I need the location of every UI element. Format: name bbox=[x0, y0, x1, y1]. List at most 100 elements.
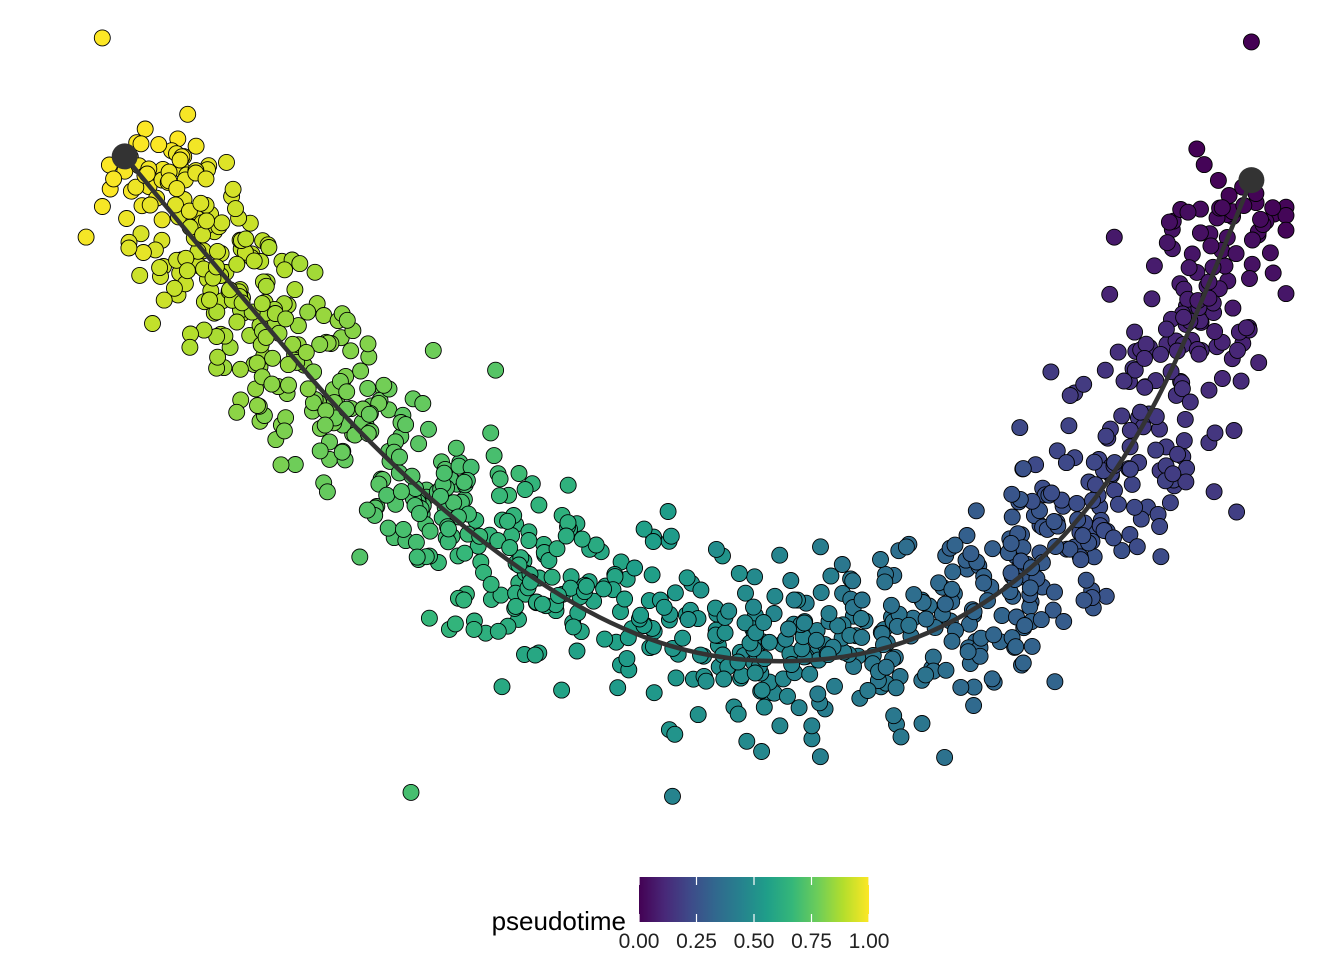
scatter-point bbox=[1224, 299, 1242, 317]
scatter-point bbox=[1143, 290, 1161, 308]
scatter-point bbox=[456, 544, 474, 562]
colorbar-tick-label: 0.75 bbox=[791, 930, 832, 953]
scatter-point bbox=[746, 568, 764, 586]
scatter-point bbox=[272, 456, 290, 474]
scatter-point bbox=[985, 626, 1003, 644]
scatter-point bbox=[316, 416, 334, 434]
scatter-point bbox=[666, 584, 684, 602]
scatter-point bbox=[736, 614, 754, 632]
scatter-point bbox=[626, 559, 644, 577]
scatter-point bbox=[1007, 638, 1025, 656]
scatter-point bbox=[760, 633, 778, 651]
scatter-point bbox=[1113, 407, 1131, 425]
scatter-point bbox=[1137, 335, 1155, 353]
scatter-point bbox=[692, 581, 710, 599]
scatter-point bbox=[1032, 611, 1050, 629]
scatter-point bbox=[286, 281, 304, 299]
scatter-point bbox=[882, 596, 900, 614]
scatter-point bbox=[360, 405, 378, 423]
scatter-point bbox=[1046, 583, 1063, 601]
scatter-point bbox=[127, 178, 145, 196]
scatter-point bbox=[965, 697, 983, 714]
scatter-point bbox=[1136, 349, 1153, 367]
scatter-point bbox=[414, 395, 432, 412]
scatter-point bbox=[812, 538, 829, 556]
scatter-point bbox=[1202, 237, 1220, 255]
scatter-point bbox=[493, 678, 511, 696]
scatter-point bbox=[155, 291, 173, 309]
scatter-point bbox=[378, 486, 396, 504]
scatter-point bbox=[351, 548, 369, 566]
scatter-point bbox=[1213, 199, 1231, 217]
scatter-point bbox=[715, 670, 733, 688]
scatter-point bbox=[1180, 259, 1198, 277]
scatter-point bbox=[1126, 361, 1144, 379]
scatter-point bbox=[803, 717, 821, 735]
scatter-point bbox=[228, 403, 246, 421]
scatter-point bbox=[171, 151, 189, 169]
scatter-point bbox=[317, 402, 335, 420]
scatter-point bbox=[1169, 445, 1187, 463]
scatter-point bbox=[311, 442, 329, 460]
scatter-point bbox=[1179, 203, 1197, 221]
scatter-point bbox=[1121, 460, 1139, 478]
scatter-point bbox=[93, 29, 111, 47]
scatter-point bbox=[1209, 171, 1227, 189]
scatter-point bbox=[936, 748, 954, 766]
scatter-point bbox=[394, 520, 412, 538]
scatter-point bbox=[1232, 372, 1250, 390]
scatter-point bbox=[201, 291, 218, 309]
scatter-point bbox=[253, 295, 271, 313]
colorbar-tick-labels: 0.00 0.25 0.50 0.75 1.00 bbox=[619, 930, 890, 953]
scatter-point bbox=[753, 743, 771, 760]
scatter-point bbox=[984, 540, 1002, 558]
scatter-point bbox=[1237, 319, 1255, 337]
scatter-point bbox=[1205, 483, 1223, 501]
scatter-point bbox=[548, 540, 566, 558]
scatter-point bbox=[379, 519, 397, 537]
scatter-point bbox=[730, 565, 748, 582]
scatter-point bbox=[959, 643, 977, 661]
scatter-point bbox=[1250, 354, 1268, 372]
scatter-point bbox=[1277, 221, 1295, 239]
scatter-point bbox=[573, 530, 591, 548]
scatter-point bbox=[277, 310, 295, 328]
scatter-point bbox=[829, 617, 847, 635]
scatter-point bbox=[516, 481, 534, 498]
scatter-point bbox=[1188, 140, 1206, 158]
scatter-point bbox=[1074, 527, 1092, 545]
scatter-point bbox=[1157, 320, 1175, 338]
scatter-point bbox=[655, 598, 673, 616]
scatter-point bbox=[141, 196, 159, 214]
scatter-point bbox=[1175, 432, 1193, 450]
scatter-point bbox=[1147, 441, 1165, 459]
scatter-point bbox=[1068, 494, 1086, 512]
scatter-point bbox=[557, 527, 575, 545]
scatter-point bbox=[1002, 534, 1020, 552]
scatter-point bbox=[1176, 410, 1194, 428]
scatter-point bbox=[1097, 587, 1115, 605]
scatter-point bbox=[913, 715, 931, 732]
scatter-point bbox=[1021, 579, 1039, 597]
scatter-point bbox=[131, 266, 149, 284]
scatter-point bbox=[876, 573, 894, 591]
scatter-point bbox=[491, 470, 509, 488]
colorbar-tick-label: 1.00 bbox=[849, 930, 890, 953]
scatter-point bbox=[1152, 345, 1170, 363]
scatter-point bbox=[1042, 363, 1060, 381]
scatter-point bbox=[833, 556, 851, 573]
scatter-point bbox=[1206, 424, 1224, 442]
scatter-point bbox=[1241, 270, 1258, 287]
trajectory bbox=[111, 143, 1265, 664]
scatter-point bbox=[1085, 453, 1103, 471]
scatter-point bbox=[771, 546, 789, 564]
scatter-point bbox=[667, 669, 685, 687]
scatter-point bbox=[507, 597, 525, 615]
scatter-point bbox=[1023, 637, 1041, 655]
scatter-point bbox=[1106, 481, 1123, 499]
scatter-point bbox=[666, 725, 684, 743]
scatter-point bbox=[120, 239, 138, 257]
scatter-point bbox=[1126, 323, 1144, 341]
scatter-point bbox=[1072, 551, 1090, 569]
scatter-point bbox=[1105, 529, 1122, 547]
